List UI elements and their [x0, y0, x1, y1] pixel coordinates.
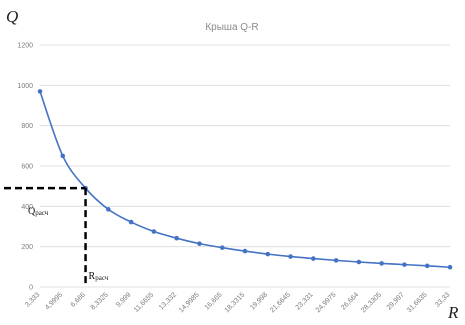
- data-point: [37, 89, 43, 94]
- data-point: [174, 235, 179, 241]
- x-tick-label: 3,333: [24, 291, 41, 308]
- q-calc-label: Qрасч: [28, 206, 49, 217]
- y-tick-label: 400: [21, 204, 33, 211]
- q-calc-letter: Q: [28, 206, 36, 217]
- x-tick-label: 23,331: [295, 291, 315, 311]
- y-axis-label: Q: [6, 7, 18, 26]
- r-calc-label: Rрасч: [89, 271, 109, 282]
- x-tick-labels: 3,333 4,9995 6,666 8,3325 9,999 11,6655 13,332…: [24, 291, 451, 314]
- y-tick-label: 1200: [17, 43, 33, 50]
- x-tick-label: 16,665: [204, 291, 224, 311]
- x-tick-label: 14,9985: [178, 291, 201, 314]
- x-tick-label: 4,9995: [44, 291, 64, 311]
- y-tick-label: 0: [29, 285, 33, 292]
- x-axis-label: R: [447, 303, 459, 322]
- x-tick-label: 18,3315: [224, 291, 247, 314]
- y-tick-label: 600: [21, 164, 33, 171]
- data-point: [106, 207, 111, 212]
- data-point: [379, 261, 384, 266]
- series-line: [39, 91, 451, 269]
- data-point: [356, 259, 362, 265]
- data-point: [219, 245, 225, 250]
- x-tick-label: 19,998: [249, 291, 269, 311]
- data-point: [311, 256, 316, 261]
- data-point: [197, 241, 202, 246]
- data-point: [333, 258, 339, 263]
- r-calc-subscript: расч: [95, 274, 109, 282]
- x-tick-label: 13,332: [158, 291, 178, 311]
- data-point: [242, 248, 248, 254]
- r-calc-letter: R: [89, 271, 96, 282]
- chart-title: Крыша Q-R: [205, 22, 258, 33]
- data-point: [424, 263, 430, 269]
- x-tick-label: 28,3305: [360, 291, 383, 314]
- grid-lines: [40, 44, 450, 288]
- data-point: [128, 219, 134, 225]
- x-tick-label: 29,997: [386, 291, 406, 311]
- y-tick-label: 200: [21, 244, 33, 251]
- data-point: [447, 264, 453, 270]
- series-points: [37, 89, 453, 270]
- x-tick-label: 21,6645: [269, 291, 292, 314]
- x-tick-label: 31,6635: [406, 291, 429, 314]
- y-tick-label: 1000: [17, 83, 33, 90]
- q-calc-subscript: расч: [35, 209, 49, 217]
- data-point: [265, 251, 271, 257]
- data-point: [288, 254, 293, 259]
- x-tick-label: 8,3325: [90, 291, 110, 311]
- x-tick-label: 6,666: [70, 291, 87, 308]
- x-tick-label: 11,6655: [133, 291, 156, 314]
- y-tick-label: 800: [21, 123, 33, 130]
- data-point: [402, 262, 407, 267]
- x-tick-label: 26,664: [340, 291, 360, 311]
- data-point: [151, 229, 157, 234]
- x-tick-label: 9,999: [115, 291, 132, 308]
- y-tick-labels: 0 200 400 600 800 1000 1200: [17, 43, 33, 292]
- data-point: [60, 153, 66, 159]
- x-tick-label: 24,9975: [315, 291, 338, 314]
- annotation: Qрасч Rрасч: [4, 186, 109, 285]
